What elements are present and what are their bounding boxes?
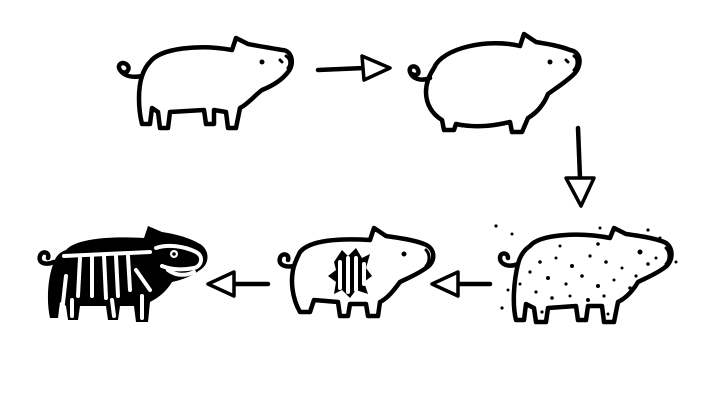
- arrow-right-1: [315, 54, 392, 82]
- skeleton-pig-icon: [37, 226, 208, 322]
- exposed-ribs: [338, 256, 366, 294]
- slim-pig-icon: [116, 35, 295, 131]
- wounded-pig-icon: [277, 225, 436, 319]
- arrow-left-1: [430, 270, 493, 298]
- arrow-down-1: [564, 125, 596, 208]
- fat-pig-icon: [407, 31, 582, 135]
- skeleton-bones: [60, 243, 203, 320]
- mud-speckles: [494, 224, 678, 316]
- dirty-pig-icon: [494, 224, 678, 325]
- arrow-left-2: [206, 270, 271, 298]
